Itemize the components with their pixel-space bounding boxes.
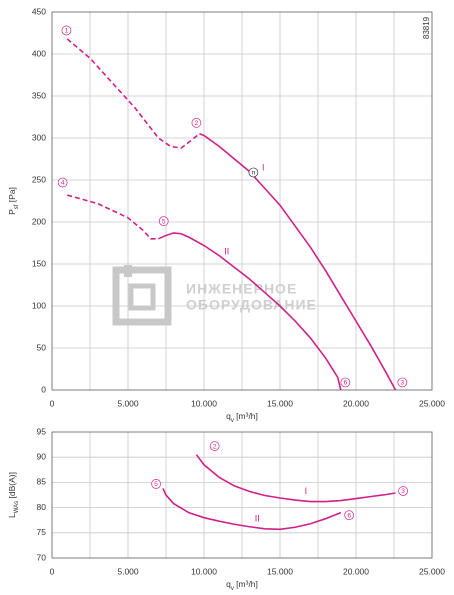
point-label: n [252,170,256,177]
watermark-text: ИНЖЕНЕРНОЕ [186,281,297,297]
x-tick-label: 20.000 [343,566,369,576]
y-tick-label: 50 [37,342,47,352]
y-axis-label-part: WAs [14,501,20,513]
x-tick-label: 10.000 [191,398,217,408]
y-tick-label: 300 [32,132,46,142]
point-label: 2 [195,120,199,127]
x-axis-label-part: v [231,418,234,424]
figure-code: 83819 [422,16,431,39]
watermark-logo [112,266,172,326]
point-marker [158,216,169,227]
x-tick-label: 0 [50,566,55,576]
plot-frame [51,431,433,559]
y-tick-label: 90 [37,451,47,461]
y-tick-label: 400 [32,48,46,58]
point-label: 1 [65,28,69,35]
plot-frame [51,11,433,391]
curve-label: I [305,486,308,496]
point-label: 5 [162,218,166,225]
x-tick-label: 10.000 [191,566,217,576]
y-tick-label: 95 [37,426,47,436]
curve [199,133,397,391]
x-tick-label: 25.000 [419,566,445,576]
x-tick-label: 20.000 [343,398,369,408]
x-axis-label: qv [m³/h] [226,579,258,591]
y-tick-label: 100 [32,300,46,310]
dashed-curve [66,38,200,149]
curve [195,454,396,503]
chart-panel: 70 75 80 85 90 95 0 5.000 10.000 15.000 20.000 25.0… [7,426,445,591]
curve-label: II [224,247,229,257]
y-tick-label: 250 [32,174,46,184]
point-marker [151,479,161,489]
x-axis-label-part: [m³/h] [234,579,258,589]
y-tick-label: 80 [37,502,47,512]
watermark-text: ОБОРУДОВАНИЕ [186,297,317,313]
y-axis-label-part: [dB(A)] [7,472,17,501]
x-tick-label: 5.000 [117,398,139,408]
point-label: 5 [154,481,158,488]
y-tick-label: 70 [37,552,47,562]
point-label: 3 [401,488,405,495]
y-tick-label: 85 [37,477,47,487]
x-tick-label: 5.000 [117,566,139,576]
point-label: 2 [213,443,217,450]
y-axis-label-part: L [7,513,17,518]
y-axis-label-part: sf [14,204,20,209]
point-label: 4 [61,180,65,187]
point-marker [397,377,408,388]
curve [162,488,342,531]
watermark-logo [128,283,156,311]
dashed-curve [66,194,159,240]
y-axis-label-part: P [7,209,17,215]
point-label: 6 [344,380,348,387]
x-tick-label: 15.000 [267,398,293,408]
point-marker [340,377,351,388]
point-marker [61,25,72,36]
point-marker [398,486,408,496]
point-marker [191,118,202,128]
x-tick-label: 0 [50,398,55,408]
y-axis-label: Psf [Pa] [7,187,19,215]
point-label: 3 [401,380,405,387]
point-marker [57,177,68,188]
curve-label: II [255,514,260,524]
point-marker [248,167,259,178]
y-axis-label: LWAs [dB(A)] [7,472,19,518]
y-tick-label: 450 [32,6,46,16]
x-tick-label: 25.000 [419,398,445,408]
x-tick-label: 15.000 [267,566,293,576]
x-axis-label-part: [m³/h] [234,411,258,421]
x-axis-label-part: q [226,411,231,421]
y-tick-label: 200 [32,216,46,226]
y-tick-label: 150 [32,258,46,268]
chart-panel: 0 50 100 150 200 250 300 350 400 450 0 5.000 10.000 1… [7,6,445,423]
y-tick-label: 350 [32,90,46,100]
curve [158,232,342,391]
point-label: 6 [347,512,351,519]
point-marker [209,441,220,451]
x-axis-label-part: v [231,586,234,592]
y-axis-label-part: [Pa] [7,187,17,204]
curve-label: I [262,163,265,173]
point-marker [344,510,355,521]
x-axis-label: qv [m³/h] [226,411,258,423]
y-tick-label: 75 [37,527,47,537]
y-tick-label: 0 [41,384,46,394]
x-axis-label-part: q [226,579,231,589]
